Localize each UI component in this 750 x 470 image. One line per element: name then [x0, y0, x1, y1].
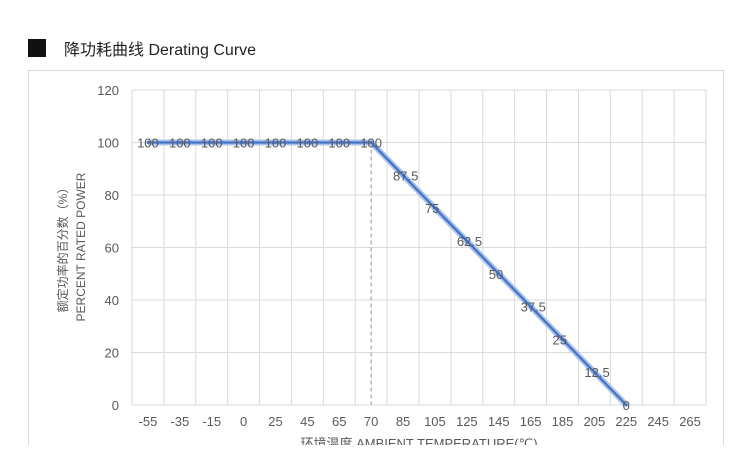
data-point [465, 239, 469, 243]
x-tick-label: 245 [647, 414, 669, 429]
data-label: 100 [360, 136, 382, 151]
y-tick-label: 20 [105, 346, 119, 361]
y-tick-labels: 0 20 40 60 80 100 120 [97, 83, 119, 413]
y-tick-label: 0 [112, 398, 119, 413]
x-tick-label: 205 [584, 414, 606, 429]
data-label: 37.5 [521, 300, 546, 315]
y-axis-label-en: PERCENT RATED POWER [74, 172, 88, 321]
data-label: 100 [297, 136, 319, 151]
data-point [433, 206, 437, 210]
series-line [147, 141, 628, 406]
x-tick-label: 85 [396, 414, 410, 429]
data-point [178, 141, 182, 144]
y-tick-label: 40 [105, 293, 119, 308]
x-tick-labels: -55 -35 -15 0 25 45 65 70 85 105 125 145 165 185 205 22… [139, 414, 701, 429]
data-label: 87.5 [393, 168, 418, 183]
data-point [210, 141, 214, 144]
x-tick-label: 45 [300, 414, 314, 429]
y-tick-label: 100 [97, 136, 119, 151]
x-tick-label: 165 [520, 414, 542, 429]
data-point [624, 403, 628, 407]
chart-heading-title: 降功耗曲线 Derating Curve [64, 42, 257, 59]
data-point [146, 141, 150, 144]
data-label: 62.5 [457, 234, 482, 249]
data-point [561, 337, 564, 341]
data-point [401, 173, 405, 177]
black-square-icon [28, 39, 46, 57]
x-tick-label: 225 [615, 414, 637, 429]
data-label: 100 [201, 136, 223, 151]
data-label: 100 [265, 136, 287, 151]
data-label: 100 [328, 136, 350, 151]
y-axis-label-cn: 额定功率的百分数（%） [55, 182, 70, 313]
data-point [369, 141, 373, 144]
data-point [592, 370, 596, 374]
data-points [146, 141, 628, 407]
y-tick-label: 80 [105, 188, 119, 203]
x-tick-label: 185 [552, 414, 574, 429]
y-tick-label: 60 [105, 241, 119, 256]
x-axis-label: 环境温度 AMBIENT TEMPERATURE(℃) [300, 436, 537, 445]
data-point [337, 141, 341, 144]
x-tick-label: -55 [139, 414, 158, 429]
data-point [242, 141, 246, 144]
data-point [529, 305, 533, 309]
x-tick-label: 70 [364, 414, 378, 429]
data-point [497, 272, 501, 276]
x-tick-label: -35 [170, 414, 189, 429]
data-label: 12.5 [584, 365, 609, 380]
data-labels: 100 100 100 100 100 100 100 100 87.5 75 62.5 50 37.5… [137, 136, 630, 414]
data-label: 0 [623, 398, 630, 413]
chart-heading: 降功耗曲线 Derating Curve [28, 36, 256, 60]
x-tick-label: 65 [332, 414, 346, 429]
data-point [274, 141, 277, 144]
x-tick-label: 105 [424, 414, 446, 429]
x-tick-label: 25 [268, 414, 282, 429]
data-point [305, 141, 309, 144]
data-label: 50 [489, 267, 503, 282]
x-tick-label: -15 [202, 414, 221, 429]
data-label: 25 [553, 332, 567, 347]
chart-frame: 0 20 40 60 80 100 120 -55 -35 -15 0 25 45 65 70 85 105 1… [28, 70, 724, 451]
data-label: 100 [233, 136, 255, 151]
x-tick-label: 0 [240, 414, 247, 429]
data-label: 100 [169, 136, 191, 151]
x-tick-label: 145 [488, 414, 510, 429]
data-label: 100 [137, 136, 159, 151]
data-label: 75 [425, 201, 439, 216]
x-tick-label: 125 [456, 414, 478, 429]
y-tick-label: 120 [97, 83, 119, 98]
x-tick-label: 265 [679, 414, 701, 429]
